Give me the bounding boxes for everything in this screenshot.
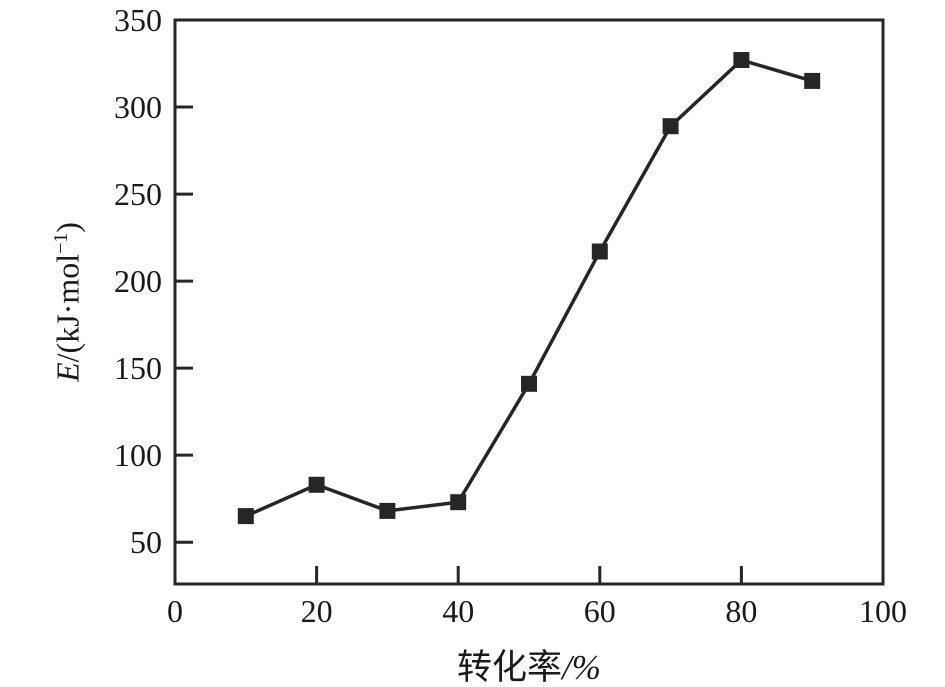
data-point-marker [521,375,537,392]
y-tick-label: 100 [114,437,162,473]
data-point-marker [379,502,396,519]
data-point-marker [733,52,750,69]
data-point-marker [662,118,679,135]
x-tick-label: 0 [167,593,183,629]
y-tick-label: 200 [114,263,162,299]
y-tick-label: 300 [114,89,162,125]
data-point-marker [804,72,821,89]
x-tick-label: 100 [859,593,907,629]
y-axis-unit-sup: −1 [49,232,72,254]
x-axis-title-main: 转化率 [457,648,563,687]
y-tick-label: 50 [130,524,162,560]
data-line [245,58,813,518]
data-point-marker [591,243,608,260]
x-axis-title: 转化率/% [175,639,883,687]
axis-frame [173,18,885,586]
x-tick-label: 20 [301,593,333,629]
y-tick-label: 250 [114,176,162,212]
y-axis-symbol: E [49,362,86,382]
data-point-marker [308,476,325,493]
x-tick-label: 40 [442,593,474,629]
y-tick-label: 350 [114,2,162,38]
y-axis-unit-open: /(kJ·mol [49,253,86,363]
x-tick-label: 60 [584,593,616,629]
y-axis-unit-close: ) [49,222,86,233]
x-tick-label: 80 [725,593,757,629]
data-point-marker [237,508,254,525]
y-tick-label: 150 [114,350,162,386]
y-axis-title: E/(kJ·mol−1) [50,222,87,382]
data-point-marker [450,494,467,511]
x-axis-title-unit: /% [562,648,601,687]
